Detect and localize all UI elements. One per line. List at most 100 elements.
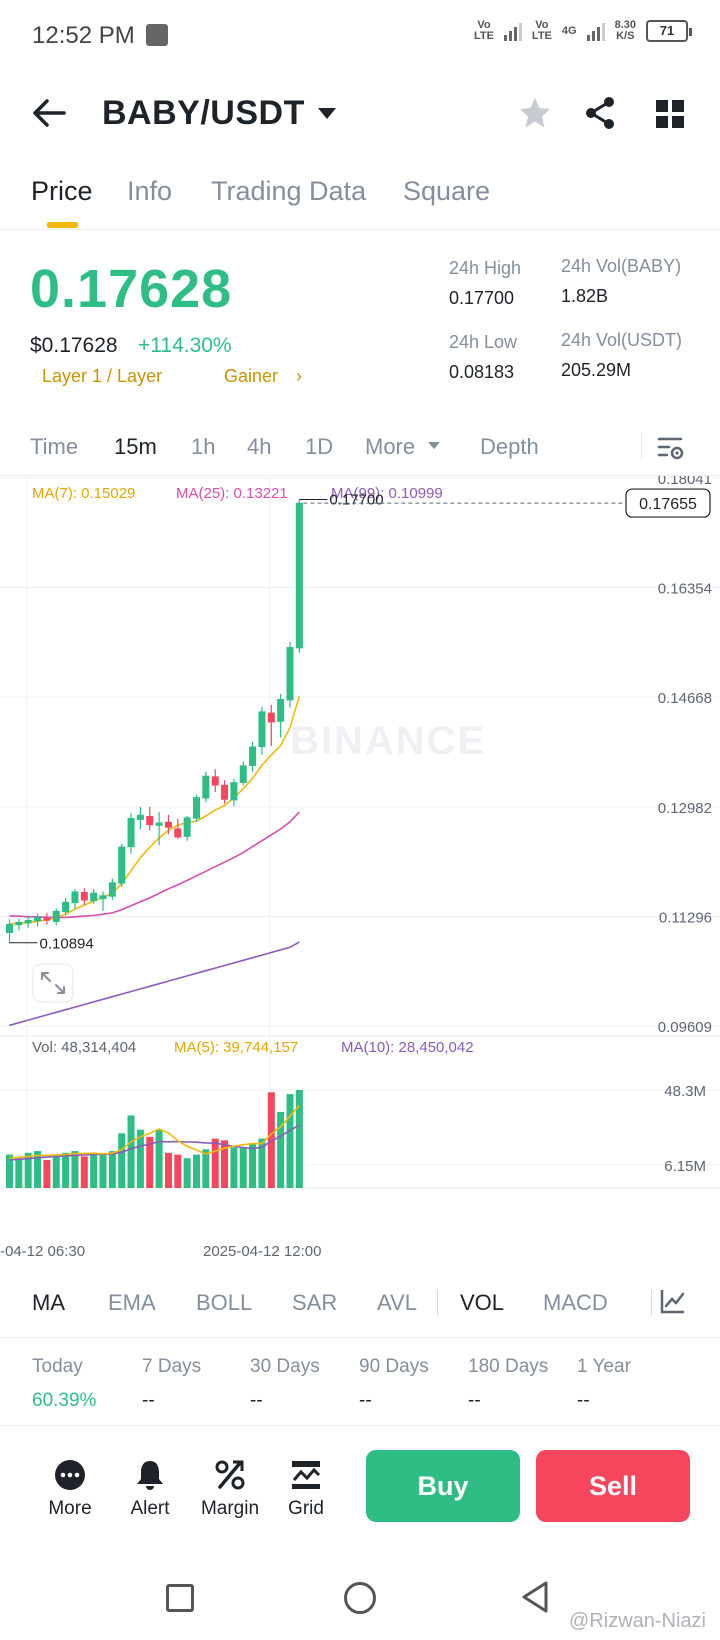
- volume-bar: [202, 1149, 210, 1188]
- more-button[interactable]: More: [35, 1458, 105, 1520]
- y-tick-label: 0.11296: [659, 909, 712, 926]
- perf-value-30d: --: [250, 1390, 263, 1411]
- ind-avl[interactable]: AVL: [377, 1290, 417, 1315]
- candle-body: [71, 891, 79, 904]
- perf-label-90d: 90 Days: [359, 1356, 429, 1377]
- main-tabs: Price Info Trading Data Square: [0, 168, 720, 230]
- low-value: 0.08183: [449, 362, 515, 382]
- candle: [202, 771, 210, 803]
- candle-body: [164, 821, 172, 828]
- home-icon[interactable]: [344, 1582, 376, 1614]
- indicator-settings-icon[interactable]: [660, 1288, 686, 1314]
- chart-grid: [0, 476, 720, 1189]
- chart-settings-icon[interactable]: [657, 434, 685, 462]
- volume-bar: [62, 1152, 70, 1188]
- candle-body: [155, 822, 163, 826]
- candle-body: [34, 916, 42, 922]
- category-tag[interactable]: Layer 1 / Layer: [42, 366, 163, 386]
- candle-body: [15, 921, 23, 926]
- candle: [62, 897, 70, 916]
- tf-depth[interactable]: Depth: [480, 434, 539, 459]
- volume-bar: [155, 1129, 163, 1188]
- grid-menu-icon[interactable]: [656, 100, 684, 128]
- pair-dropdown-icon[interactable]: [318, 108, 336, 119]
- volume-bar: [127, 1115, 135, 1188]
- tab-square[interactable]: Square: [403, 176, 491, 206]
- binance-watermark: BINANCE: [290, 719, 486, 763]
- volume-bar: [43, 1159, 51, 1188]
- ind-vol[interactable]: VOL: [460, 1290, 505, 1315]
- active-tab-indicator: [47, 222, 78, 228]
- usd-price: $0.17628: [30, 334, 118, 357]
- volume-bar: [146, 1136, 154, 1188]
- tf-time[interactable]: Time: [30, 434, 79, 459]
- candle: [164, 814, 172, 835]
- candle-body: [43, 918, 51, 921]
- candle-body: [239, 765, 247, 783]
- candle: [249, 741, 257, 772]
- grid-button[interactable]: Grid: [271, 1458, 341, 1520]
- ind-ma[interactable]: MA: [32, 1290, 65, 1315]
- volume-bar: [174, 1154, 182, 1188]
- volume-bar: [277, 1111, 285, 1188]
- share-icon[interactable]: [584, 96, 616, 130]
- price-axis: 0.18041 0.16354 0.14668 0.12982 0.11296 0.096…: [658, 476, 712, 1036]
- tf-15m[interactable]: 15m: [114, 434, 157, 459]
- candle: [295, 499, 303, 653]
- ind-ema[interactable]: EMA: [108, 1290, 156, 1315]
- candle-body: [258, 711, 266, 748]
- tab-trading-data[interactable]: Trading Data: [211, 176, 367, 206]
- grid-label: Grid: [288, 1498, 324, 1519]
- volume-bar: [239, 1147, 247, 1188]
- more-dropdown-icon[interactable]: [428, 442, 440, 449]
- candle: [118, 843, 126, 887]
- back-arrow-icon[interactable]: [32, 98, 66, 128]
- volume-bar: [80, 1156, 88, 1188]
- ma-legend: MA(7): 0.15029 MA(25): 0.13221 MA(99): 0…: [32, 485, 443, 502]
- candle: [277, 693, 285, 738]
- perf-label-7d: 7 Days: [142, 1356, 202, 1377]
- volume-bar: [249, 1143, 257, 1188]
- candle: [193, 794, 200, 822]
- tf-1h[interactable]: 1h: [191, 434, 216, 459]
- ind-sar[interactable]: SAR: [292, 1290, 338, 1315]
- nav-back-icon[interactable]: [520, 1580, 550, 1614]
- volume-bar: [258, 1138, 266, 1188]
- recents-icon[interactable]: [166, 1584, 194, 1612]
- candle: [258, 706, 266, 755]
- candle-body: [24, 920, 32, 924]
- favorite-star-icon[interactable]: [518, 96, 552, 130]
- buy-button[interactable]: Buy: [366, 1450, 520, 1522]
- candle: [99, 891, 107, 911]
- divider: [641, 432, 642, 460]
- status-time: 12:52 PM: [32, 22, 135, 49]
- margin-button[interactable]: Margin: [195, 1458, 265, 1520]
- volume-bar: [118, 1133, 126, 1188]
- candlestick-chart[interactable]: BINANCE MA(7): 0.15029 MA(25): 0.13221 M…: [0, 476, 720, 1268]
- perf-label-180d: 180 Days: [468, 1356, 549, 1377]
- volume-bar: [52, 1154, 60, 1188]
- tf-4h[interactable]: 4h: [247, 434, 272, 459]
- tf-more[interactable]: More: [365, 434, 416, 459]
- candle-body: [295, 502, 303, 649]
- gainer-tag[interactable]: Gainer: [224, 366, 279, 386]
- alert-button[interactable]: Alert: [115, 1458, 185, 1520]
- pair-title[interactable]: BABY/USDT: [102, 94, 305, 132]
- volume-bar: [267, 1092, 275, 1188]
- network-4g-label: 4G: [561, 24, 577, 37]
- tab-info[interactable]: Info: [127, 176, 173, 206]
- current-price-label: 0.17655: [639, 496, 697, 513]
- tf-1d[interactable]: 1D: [305, 434, 334, 459]
- tab-price[interactable]: Price: [31, 176, 93, 206]
- chevron-right-icon[interactable]: ›: [296, 366, 302, 386]
- ind-boll[interactable]: BOLL: [196, 1290, 253, 1315]
- low-marker-label: 0.10894: [40, 936, 94, 953]
- volume-tick-label: 48.3M: [664, 1083, 706, 1100]
- expand-icon[interactable]: [32, 963, 74, 1003]
- current-price-box[interactable]: [625, 488, 711, 518]
- ind-macd[interactable]: MACD: [543, 1290, 608, 1315]
- perf-label-today: Today: [32, 1356, 83, 1377]
- vol-ma5-legend: MA(5): 39,744,157: [174, 1039, 298, 1056]
- sell-button[interactable]: Sell: [536, 1450, 690, 1522]
- status-icons: Vo LTE Vo LTE 4G 8.30 K/S 71: [474, 20, 692, 42]
